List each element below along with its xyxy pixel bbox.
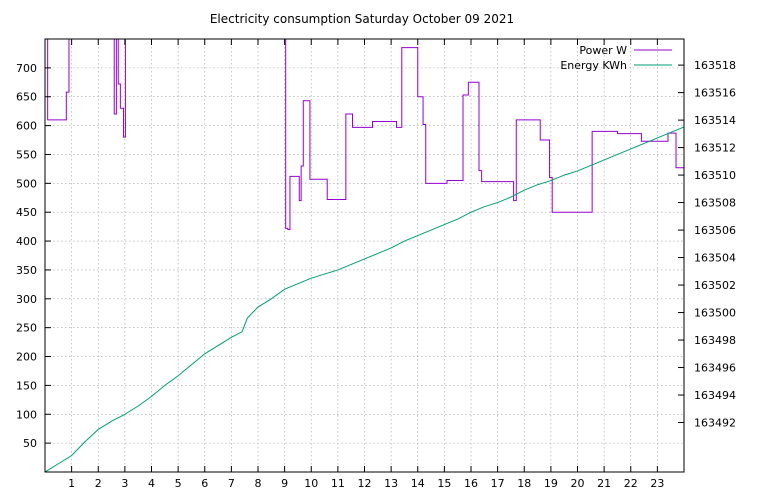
x-tick-label: 20 [571, 477, 585, 490]
series-group [45, 39, 684, 472]
y-left-tick-label: 700 [16, 62, 37, 75]
grid [45, 39, 684, 472]
y-right-tick-label: 163518 [694, 59, 736, 72]
x-tick-label: 13 [384, 477, 398, 490]
axes: 1 2 3 4 5 6 7 8 9 10 11 12 13 14 15 16 17 18 19 20 21 22 23501… [16, 39, 736, 490]
y-right-tick-label: 163510 [694, 169, 736, 182]
y-right-tick-label: 163492 [694, 417, 736, 430]
x-tick-label: 7 [228, 477, 235, 490]
y-right-tick-label: 163498 [694, 334, 736, 347]
y-left-tick-label: 250 [16, 322, 37, 335]
x-tick-label: 8 [255, 477, 262, 490]
y-left-tick-label: 650 [16, 91, 37, 104]
legend-label-energy-kwh: Energy KWh [560, 59, 627, 72]
x-tick-label: 18 [517, 477, 531, 490]
y-left-tick-label: 450 [16, 206, 37, 219]
legend: Power W Energy KWh [560, 44, 672, 72]
y-right-tick-label: 163494 [694, 389, 736, 402]
x-tick-label: 9 [281, 477, 288, 490]
series-line-energy-kwh [45, 126, 684, 472]
x-tick-label: 5 [175, 477, 182, 490]
x-tick-label: 11 [331, 477, 345, 490]
x-tick-label: 4 [148, 477, 155, 490]
y-left-tick-label: 400 [16, 235, 37, 248]
x-tick-label: 17 [491, 477, 505, 490]
series-line-power-w [45, 39, 684, 231]
y-right-tick-label: 163504 [694, 252, 736, 265]
x-tick-label: 19 [544, 477, 558, 490]
y-right-tick-label: 163512 [694, 142, 736, 155]
y-left-tick-label: 500 [16, 177, 37, 190]
legend-label-power-w: Power W [579, 44, 627, 57]
y-right-tick-label: 163508 [694, 197, 736, 210]
y-right-tick-label: 163506 [694, 224, 736, 237]
y-left-tick-label: 350 [16, 264, 37, 277]
y-left-tick-label: 600 [16, 120, 37, 133]
y-right-tick-label: 163502 [694, 279, 736, 292]
y-right-tick-label: 163516 [694, 87, 736, 100]
x-tick-label: 21 [597, 477, 611, 490]
x-tick-label: 6 [201, 477, 208, 490]
y-left-tick-label: 300 [16, 293, 37, 306]
y-left-tick-label: 200 [16, 351, 37, 364]
x-tick-label: 10 [304, 477, 318, 490]
x-tick-label: 2 [95, 477, 102, 490]
x-tick-label: 12 [358, 477, 372, 490]
x-tick-label: 16 [464, 477, 478, 490]
x-tick-label: 3 [121, 477, 128, 490]
y-left-tick-label: 100 [16, 408, 37, 421]
x-tick-label: 15 [437, 477, 451, 490]
y-right-tick-label: 163514 [694, 114, 736, 127]
y-left-tick-label: 50 [23, 437, 37, 450]
chart-title: Electricity consumption Saturday October… [210, 12, 514, 26]
x-tick-label: 22 [624, 477, 638, 490]
y-left-tick-label: 150 [16, 379, 37, 392]
y-right-tick-label: 163496 [694, 362, 736, 375]
x-tick-label: 14 [411, 477, 425, 490]
y-right-tick-label: 163500 [694, 307, 736, 320]
x-tick-label: 1 [68, 477, 75, 490]
x-tick-label: 23 [650, 477, 664, 490]
y-left-tick-label: 550 [16, 148, 37, 161]
